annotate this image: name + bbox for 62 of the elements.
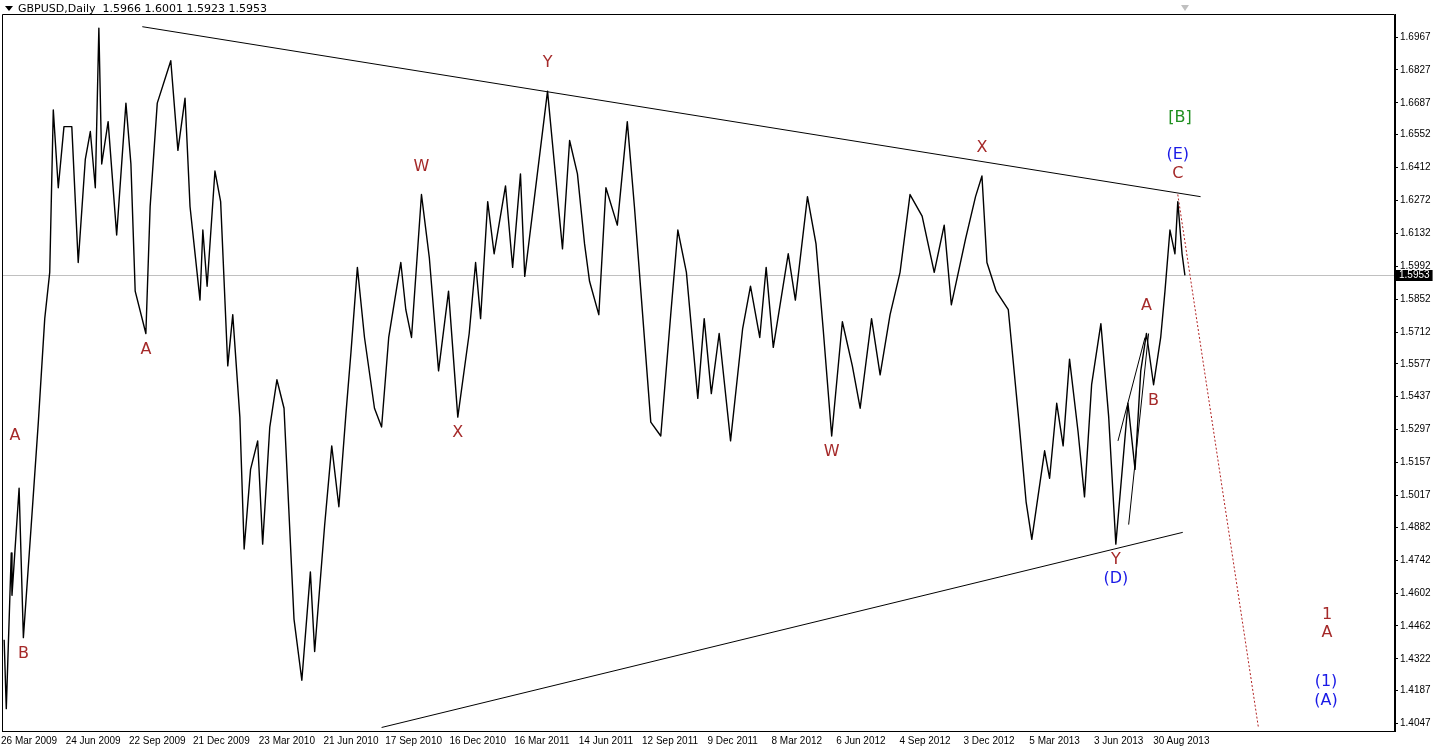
annotation: A: [140, 338, 152, 358]
x-tick-label: 5 Mar 2013: [1029, 734, 1081, 746]
x-tick-label: 21 Jun 2010: [323, 734, 379, 746]
y-tick-label: 1.4047: [1400, 717, 1432, 729]
y-tick-label: 1.4322: [1400, 652, 1432, 664]
y-tick-label: 1.4882: [1400, 520, 1432, 532]
annotation: A: [9, 425, 21, 445]
x-tick-label: 17 Sep 2010: [385, 734, 443, 746]
annotation: (1): [1314, 671, 1338, 691]
x-tick-label: 22 Sep 2009: [128, 734, 187, 746]
y-tick-label: 1.6132: [1400, 227, 1432, 239]
annotation: Y: [1109, 549, 1121, 569]
y-tick-label: 1.6552: [1400, 128, 1432, 140]
x-tick-label: 24 Jun 2009: [65, 734, 122, 746]
annotation: A: [1321, 622, 1333, 642]
x-tick-label: 8 Mar 2012: [771, 734, 823, 746]
annotation: (D): [1103, 568, 1129, 588]
y-tick-label: 1.6967: [1400, 30, 1432, 42]
y-tick-label: 1.5157: [1400, 456, 1432, 468]
y-tick-label: 1.5017: [1400, 489, 1432, 501]
y-tick-label: 1.6412: [1400, 161, 1432, 173]
annotation: Y: [541, 52, 553, 72]
y-tick-label: 1.5852: [1400, 292, 1432, 304]
annotation: X: [976, 137, 988, 157]
y-tick-label: 1.6827: [1400, 63, 1432, 75]
x-tick-label: 3 Jun 2013: [1093, 734, 1144, 746]
ref-line-label: 1.5953: [1399, 269, 1431, 281]
annotation: X: [452, 422, 464, 442]
annotation: A: [1140, 294, 1152, 314]
x-tick-label: 4 Sep 2012: [899, 734, 951, 746]
x-tick-label: 3 Dec 2012: [963, 734, 1016, 746]
annotation: B: [1148, 389, 1160, 409]
x-tick-label: 16 Mar 2011: [514, 734, 570, 746]
x-tick-label: 14 Jun 2011: [578, 734, 634, 746]
y-tick-label: 1.6272: [1400, 194, 1432, 206]
annotation: B: [17, 642, 29, 662]
annotation: 1: [1321, 604, 1333, 624]
x-tick-label: 23 Mar 2010: [258, 734, 316, 746]
annotation: (A): [1314, 690, 1338, 710]
annotation: W: [413, 155, 430, 175]
y-tick-label: 1.5437: [1400, 390, 1432, 402]
x-tick-label: 26 Mar 2009: [1, 734, 58, 746]
y-tick-label: 1.5577: [1400, 357, 1432, 369]
y-tick-label: 1.4742: [1400, 553, 1432, 565]
y-tick-label: 1.4187: [1400, 684, 1432, 696]
annotation: C: [1172, 162, 1184, 182]
x-tick-label: 21 Dec 2009: [193, 734, 251, 746]
y-tick-label: 1.5712: [1400, 325, 1432, 337]
x-tick-label: 6 Jun 2012: [836, 734, 887, 746]
y-tick-label: 1.4602: [1400, 586, 1432, 598]
x-tick-label: 9 Dec 2011: [707, 734, 759, 746]
annotation: (E): [1166, 143, 1190, 163]
y-tick-label: 1.5992: [1400, 259, 1432, 271]
x-tick-label: 12 Sep 2011: [642, 734, 699, 746]
annotation: W: [823, 441, 840, 461]
chart-title: GBPUSD,Daily 1.5966 1.6001 1.5923 1.5953: [18, 2, 267, 15]
annotation: [B]: [1168, 107, 1192, 127]
y-tick-label: 1.5297: [1400, 423, 1432, 435]
y-tick-label: 1.6687: [1400, 96, 1432, 108]
x-tick-label: 30 Aug 2013: [1153, 734, 1210, 746]
y-tick-label: 1.4462: [1400, 619, 1432, 631]
x-tick-label: 16 Dec 2010: [449, 734, 507, 746]
